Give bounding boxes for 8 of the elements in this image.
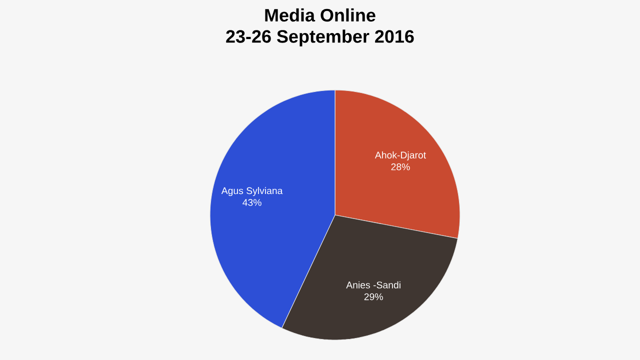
data-label: 29% — [364, 293, 383, 300]
data-label: 28% — [391, 163, 410, 170]
chart-title: Media Online — [265, 8, 376, 22]
data-label: 43% — [242, 199, 262, 206]
chart-subtitle: 23-26 September 2016 — [226, 30, 414, 46]
slice-label: Agus Sylviana — [221, 187, 283, 196]
slice-label: Ahok-Djarot — [374, 151, 426, 160]
slice-label: Anies -Sandi — [346, 281, 400, 288]
